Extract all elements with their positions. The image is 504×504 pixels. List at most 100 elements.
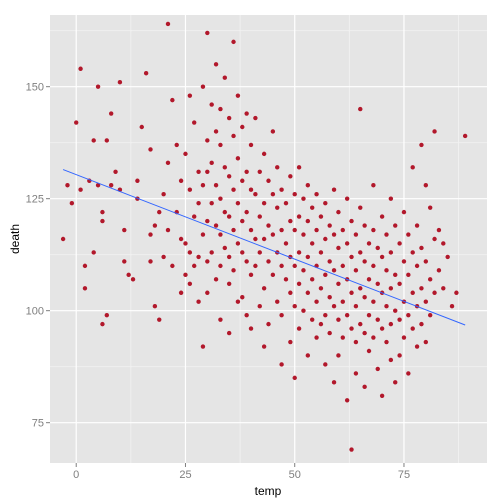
data-point — [331, 232, 337, 237]
data-point — [419, 321, 424, 327]
data-point — [78, 187, 83, 192]
data-point — [340, 263, 345, 269]
data-point — [305, 254, 311, 260]
data-point — [384, 232, 389, 237]
data-point — [231, 187, 236, 192]
data-point — [362, 259, 367, 264]
data-point — [384, 268, 389, 273]
data-point — [283, 241, 289, 246]
data-point — [270, 272, 276, 278]
data-point — [292, 375, 297, 381]
data-point — [323, 362, 328, 367]
data-point — [187, 93, 193, 98]
data-point — [157, 317, 162, 322]
data-point — [358, 106, 363, 112]
data-point — [122, 227, 127, 233]
data-point — [318, 321, 324, 327]
data-point — [327, 330, 332, 336]
x-tick-label: 0 — [73, 469, 79, 481]
data-point — [135, 178, 140, 183]
data-point — [100, 209, 105, 215]
data-point — [266, 321, 271, 327]
data-point — [152, 223, 158, 228]
data-point — [248, 142, 254, 148]
data-point — [371, 335, 376, 340]
data-point — [213, 129, 219, 134]
data-point — [327, 295, 332, 300]
data-point — [397, 353, 402, 358]
data-point — [192, 263, 197, 269]
data-point — [388, 321, 394, 327]
data-point — [296, 250, 302, 255]
data-point — [419, 245, 424, 251]
data-point — [183, 241, 188, 246]
data-point — [270, 129, 276, 134]
data-point — [196, 299, 201, 304]
data-point — [406, 371, 411, 376]
data-point — [340, 299, 345, 304]
data-point — [349, 254, 354, 260]
data-point — [384, 304, 389, 309]
data-point — [358, 250, 363, 255]
data-point — [205, 138, 210, 143]
data-point — [423, 339, 429, 345]
data-point — [314, 335, 319, 340]
data-point — [261, 200, 267, 206]
data-point — [213, 183, 219, 188]
data-point — [427, 312, 433, 318]
data-point — [379, 254, 385, 260]
grid-major — [50, 15, 487, 463]
data-point — [353, 232, 359, 237]
data-point — [209, 200, 214, 206]
data-point — [91, 138, 96, 143]
data-point — [375, 366, 380, 372]
data-point — [148, 147, 153, 152]
y-tick-label: 150 — [26, 82, 44, 94]
data-point — [82, 263, 88, 269]
data-point — [441, 241, 446, 246]
data-point — [393, 223, 398, 228]
data-point — [178, 178, 184, 183]
data-point — [192, 120, 197, 125]
data-point — [108, 111, 114, 116]
data-point — [196, 169, 201, 174]
grid-minor — [50, 15, 487, 463]
data-point — [375, 281, 380, 286]
data-point — [397, 317, 402, 322]
y-axis-title: death — [8, 224, 22, 254]
data-point — [253, 192, 258, 197]
data-point — [95, 183, 101, 188]
data-point — [200, 344, 206, 349]
x-tick-label: 75 — [398, 469, 410, 481]
data-point — [231, 268, 236, 273]
data-point — [410, 326, 415, 331]
data-point — [344, 398, 350, 403]
data-point — [279, 312, 284, 318]
data-point — [178, 236, 184, 242]
data-point — [344, 312, 350, 318]
data-point — [104, 312, 110, 318]
data-point — [362, 223, 367, 228]
data-point — [314, 299, 319, 304]
data-point — [445, 254, 450, 260]
data-point — [393, 272, 398, 278]
data-point — [122, 259, 127, 264]
data-point — [170, 97, 175, 103]
data-point — [414, 344, 420, 349]
data-point — [366, 348, 372, 354]
data-point — [296, 326, 302, 331]
data-point — [279, 263, 284, 269]
data-point — [296, 165, 302, 170]
data-point — [218, 232, 223, 237]
data-point — [362, 295, 367, 300]
y-tick-label: 100 — [26, 306, 44, 318]
x-axis-title: temp — [255, 484, 282, 498]
data-point — [161, 192, 166, 197]
x-axis: 0 25 50 75 — [73, 463, 410, 481]
data-point — [397, 281, 402, 286]
data-point — [305, 218, 311, 224]
data-point — [248, 187, 254, 192]
data-point — [427, 205, 433, 210]
data-point — [275, 165, 280, 170]
data-point — [178, 290, 184, 295]
